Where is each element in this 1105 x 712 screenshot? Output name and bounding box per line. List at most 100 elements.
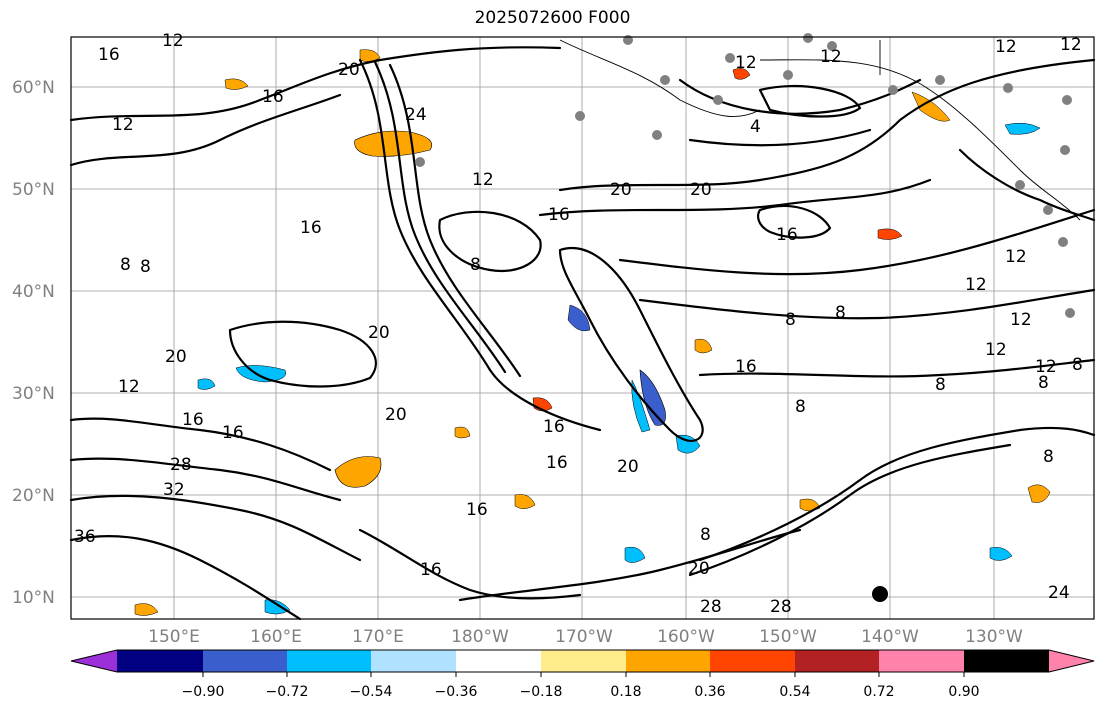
colorbar-segment xyxy=(626,650,710,672)
contour-label-16: 16 xyxy=(735,357,757,377)
colorbar-tick-label: −0.18 xyxy=(520,684,563,700)
contour-labels: 16 12 20 16 12 24 12 20 20 16 16 12 12 1… xyxy=(74,31,1083,617)
contour-label-16: 16 xyxy=(548,205,570,225)
contour-label-12: 12 xyxy=(995,37,1017,57)
contour-label-4: 4 xyxy=(750,117,761,137)
colorbar-tick-label: −0.36 xyxy=(435,684,478,700)
colorbar-segment xyxy=(795,650,879,672)
contour-label-16: 16 xyxy=(466,500,488,520)
lat-label: 50°N xyxy=(12,180,55,200)
colorbar-tick-label: 0.36 xyxy=(694,684,725,700)
lon-label: 170°E xyxy=(352,627,404,647)
longitude-labels: 150°E 160°E 170°E 180°W 170°W 160°W 150°… xyxy=(148,627,1023,647)
contour-label-16: 16 xyxy=(262,87,284,107)
lat-label: 20°N xyxy=(12,486,55,506)
colorbar-outline xyxy=(70,649,1095,673)
contour-label-16: 16 xyxy=(420,560,442,580)
colorbar-segment xyxy=(203,650,287,672)
contour-label-8: 8 xyxy=(120,255,131,275)
shaded-field xyxy=(134,49,1051,616)
colorbar-segment xyxy=(456,650,541,672)
contour-label-20: 20 xyxy=(617,457,639,477)
contour-label-16: 16 xyxy=(300,218,322,238)
contour-label-20: 20 xyxy=(690,180,712,200)
latitude-labels: 60°N 50°N 40°N 30°N 20°N 10°N xyxy=(12,78,55,608)
contour-label-12: 12 xyxy=(162,31,184,51)
coastline xyxy=(559,39,1081,221)
contour-label-16: 16 xyxy=(182,410,204,430)
contour-label-12: 12 xyxy=(1060,35,1082,55)
contour-label-12: 12 xyxy=(1010,310,1032,330)
colorbar-segment xyxy=(371,650,456,672)
map-frame xyxy=(70,36,1095,620)
contour-label-20: 20 xyxy=(610,180,632,200)
contour-label-8: 8 xyxy=(935,375,946,395)
lon-label: 160°W xyxy=(657,627,715,647)
contour-label-28: 28 xyxy=(770,597,792,617)
contour-label-8: 8 xyxy=(795,397,806,417)
contour-label-8: 8 xyxy=(470,255,481,275)
contour-label-12: 12 xyxy=(112,115,134,135)
contour-label-12: 12 xyxy=(1005,247,1027,267)
lat-label: 40°N xyxy=(12,282,55,302)
lon-label: 170°W xyxy=(555,627,613,647)
contour-label-12: 12 xyxy=(820,47,842,67)
contour-label-12: 12 xyxy=(965,275,987,295)
contour-label-20: 20 xyxy=(368,323,390,343)
colorbar-tick-label: 0.90 xyxy=(948,684,979,700)
contour-label-28: 28 xyxy=(170,455,192,475)
contour-label-24: 24 xyxy=(405,105,427,125)
contour-label-8: 8 xyxy=(1038,373,1049,393)
contour-label-12: 12 xyxy=(985,340,1007,360)
contour-label-8: 8 xyxy=(785,310,796,330)
contour-label-32: 32 xyxy=(163,480,185,500)
colorbar-segment xyxy=(710,650,795,672)
contour-label-16: 16 xyxy=(98,45,120,65)
contour-lines xyxy=(69,46,1096,621)
colorbar-tick-label: −0.72 xyxy=(266,684,309,700)
contour-label-8: 8 xyxy=(1043,447,1054,467)
contour-label-12: 12 xyxy=(472,170,494,190)
lon-label: 140°W xyxy=(861,627,919,647)
contour-label-20: 20 xyxy=(688,559,710,579)
lon-label: 150°E xyxy=(148,627,200,647)
colorbar-segment xyxy=(287,650,371,672)
contour-label-16: 16 xyxy=(222,423,244,443)
colorbar: −0.90 −0.72 −0.54 −0.36 −0.18 0.18 0.36 … xyxy=(70,649,1095,700)
contour-label-20: 20 xyxy=(165,347,187,367)
map-title: 2025072600 F000 xyxy=(474,8,631,28)
lon-label: 160°E xyxy=(250,627,302,647)
contour-label-28: 28 xyxy=(700,597,722,617)
contour-label-36: 36 xyxy=(74,527,96,547)
contour-label-8: 8 xyxy=(1072,355,1083,375)
lat-label: 10°N xyxy=(12,588,55,608)
colorbar-tick-label: 0.18 xyxy=(610,684,641,700)
colorbar-tick-marks xyxy=(202,672,965,677)
colorbar-segment xyxy=(964,650,1049,672)
station-markers xyxy=(415,33,1075,602)
lon-label: 180°W xyxy=(451,627,509,647)
contour-label-12: 12 xyxy=(1035,357,1057,377)
contour-label-16: 16 xyxy=(546,453,568,473)
colorbar-segment xyxy=(117,650,203,672)
colorbar-segment xyxy=(541,650,626,672)
map-panel: 16 12 20 16 12 24 12 20 20 16 16 12 12 1… xyxy=(69,31,1096,621)
colorbar-arrow-left xyxy=(71,650,117,672)
contour-label-16: 16 xyxy=(776,225,798,245)
contour-label-8: 8 xyxy=(700,525,711,545)
contour-label-12: 12 xyxy=(118,377,140,397)
contour-label-16: 16 xyxy=(543,417,565,437)
colorbar-tick-label: −0.90 xyxy=(182,684,225,700)
colorbar-tick-label: 0.54 xyxy=(779,684,810,700)
colorbar-segment xyxy=(879,650,964,672)
contour-label-12: 12 xyxy=(735,53,757,73)
contour-label-20: 20 xyxy=(385,405,407,425)
lon-label: 130°W xyxy=(965,627,1023,647)
lon-label: 150°W xyxy=(759,627,817,647)
contour-label-20: 20 xyxy=(338,60,360,80)
colorbar-tick-label: −0.54 xyxy=(350,684,393,700)
lat-label: 60°N xyxy=(12,78,55,98)
contour-label-8: 8 xyxy=(140,257,151,277)
contour-label-8: 8 xyxy=(835,303,846,323)
